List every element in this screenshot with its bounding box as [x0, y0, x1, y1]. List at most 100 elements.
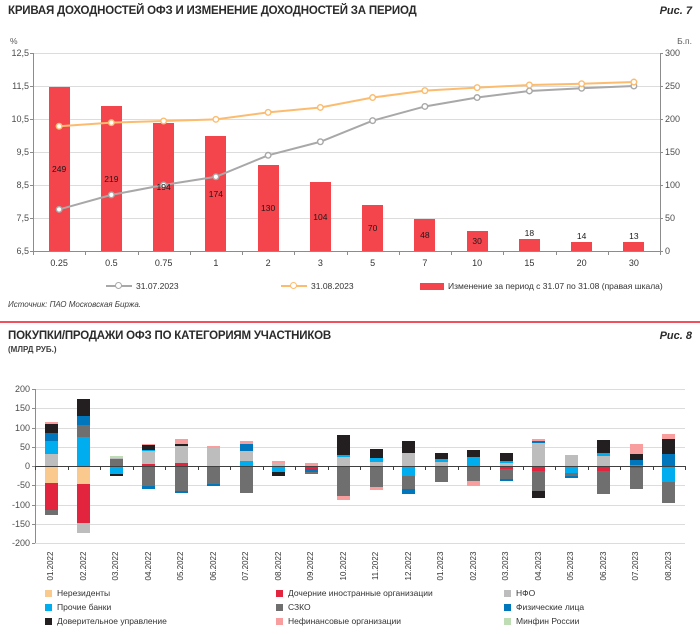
fig7-right-axis: [660, 53, 661, 251]
fig7-grid-line: [33, 218, 660, 219]
fig7-x-tickmark: [660, 251, 661, 255]
fig8-segment-nfo: [369, 462, 383, 466]
fig8-x-label: 08.2022: [273, 551, 283, 581]
line-marker-icon: [106, 282, 132, 291]
fig8-segment-pb: [369, 457, 383, 463]
fig8-segment-nfin: [369, 487, 383, 490]
fig7-right-tickmark: [660, 152, 663, 153]
fig7-x-tickmark: [33, 251, 34, 255]
fig8-x-tickmark: [555, 466, 556, 470]
fig8-segment-nfin: [304, 463, 318, 466]
fig7-grid-line: [33, 53, 660, 54]
fig8-segment-du: [467, 449, 481, 458]
fig7-left-axis: [33, 53, 34, 251]
fig7-source: Источник: ПАО Московская Биржа.: [8, 300, 141, 309]
fig8-legend-item-du: Доверительное управление: [45, 616, 167, 626]
series-color-chip-dio: [276, 589, 283, 597]
fig7-x-tickmark: [398, 251, 400, 255]
fig8-segment-nfo: [337, 457, 351, 466]
fig8-x-tickmark: [620, 466, 621, 470]
fig7-bar-value: 70: [367, 222, 378, 233]
fig8-x-label: 09.2022: [306, 551, 316, 581]
line-marker-icon: [281, 282, 307, 291]
fig8-segment-nfin: [207, 445, 221, 448]
fig8-x-tickmark: [230, 466, 231, 470]
fig7-bar: [414, 219, 436, 251]
fig7-bar-value: 219: [104, 173, 119, 184]
fig7-x-label: 0.25: [50, 258, 68, 268]
fig8-y-tick: 0: [24, 461, 30, 471]
fig8-segment-fl: [532, 440, 546, 443]
fig7-right-tickmark: [660, 119, 663, 120]
fig8-segment-pb: [402, 466, 416, 477]
fig7-right-tick: 300: [665, 48, 681, 58]
fig7-left-tick: 8,5: [16, 180, 29, 190]
fig7-left-tickmark: [30, 185, 33, 186]
fig7-right-tick: 150: [665, 147, 681, 157]
fig7-x-label: 2: [265, 258, 271, 268]
fig8-x-tickmark: [197, 466, 199, 470]
fig7-right-tickmark: [660, 251, 663, 252]
fig8-x-tickmark: [457, 466, 459, 470]
fig8-segment-nfo: [207, 447, 221, 466]
fig7-left-tickmark: [30, 251, 33, 252]
fig7-left-axis-unit: %: [10, 36, 18, 46]
fig7-legend-item-change: Изменение за период с 31.07 по 31.08 (пр…: [420, 281, 663, 291]
fig7-bar-value: 14: [576, 230, 587, 241]
fig7-bar-value: 18: [524, 228, 535, 239]
fig8-x-tickmark: [685, 466, 686, 470]
fig8-segment-fl: [662, 453, 676, 466]
fig8-segment-szko: [499, 468, 513, 479]
fig7-left-tickmark: [30, 218, 33, 219]
fig7-bar: [48, 86, 70, 251]
fig7-x-label: 15: [524, 258, 535, 268]
fig7-left-tick: 11,5: [12, 81, 29, 91]
fig7-x-label: 1: [213, 258, 219, 268]
fig8-segment-dio: [499, 466, 513, 469]
fig8-segment-nfin: [337, 496, 351, 500]
fig8-segment-nfo: [532, 442, 546, 466]
fig8-segment-du: [369, 448, 383, 458]
fig8-segment-nfo: [142, 451, 156, 465]
fig8-y-tick: 50: [19, 441, 30, 452]
fig8-segment-nfo: [402, 453, 416, 466]
fig8-x-label: 06.2022: [208, 551, 218, 581]
fig8-x-label: 03.2022: [111, 551, 121, 581]
fig7-x-label: 10: [472, 258, 483, 268]
fig7-bar: [100, 106, 122, 251]
fig8-segment-nfo: [564, 454, 578, 466]
fig7-legend-item-3107: 31.07.2023: [106, 281, 179, 291]
fig8-legend-label: Прочие банки: [57, 602, 112, 612]
fig7-x-tickmark: [555, 251, 557, 255]
fig8-segment-nfin: [272, 461, 286, 463]
fig7-x-label: 0.75: [154, 258, 173, 268]
fig7-bar: [623, 242, 645, 251]
fig8-segment-pb: [662, 466, 676, 483]
fig8-segment-pb: [272, 466, 286, 472]
fig7-legend-item-3108: 31.08.2023: [281, 281, 354, 291]
fig8-segment-nfo: [597, 455, 611, 466]
fig8-grid-line: [35, 504, 685, 506]
fig7-bar: [257, 165, 279, 251]
fig8-segment-fl: [564, 476, 578, 478]
fig8-segment-du: [629, 454, 643, 460]
fig8-segment-pb: [499, 460, 513, 464]
fig8-x-tickmark: [262, 466, 264, 470]
fig8-x-label: 02.2023: [468, 551, 478, 581]
fig8-segment-nfin: [467, 481, 481, 486]
fig8-legend-item-pb: Прочие банки: [45, 602, 111, 612]
fig7-left-tickmark: [30, 86, 33, 87]
fig8-x-tickmark: [35, 466, 36, 470]
fig8-segment-du: [142, 444, 156, 450]
fig8-segment-nfo: [272, 462, 286, 466]
fig8-segment-szko: [402, 476, 416, 489]
fig8-x-tickmark: [327, 466, 329, 470]
fig8-segment-szko: [662, 482, 676, 504]
fig8-y-tick: 150: [14, 403, 30, 414]
fig8-segment-du: [662, 438, 676, 454]
fig8-x-label: 10.2022: [338, 551, 348, 581]
fig8-left-tickmark: [32, 427, 35, 429]
fig8-x-tickmark: [490, 466, 491, 470]
fig8-grid-line: [35, 543, 685, 544]
